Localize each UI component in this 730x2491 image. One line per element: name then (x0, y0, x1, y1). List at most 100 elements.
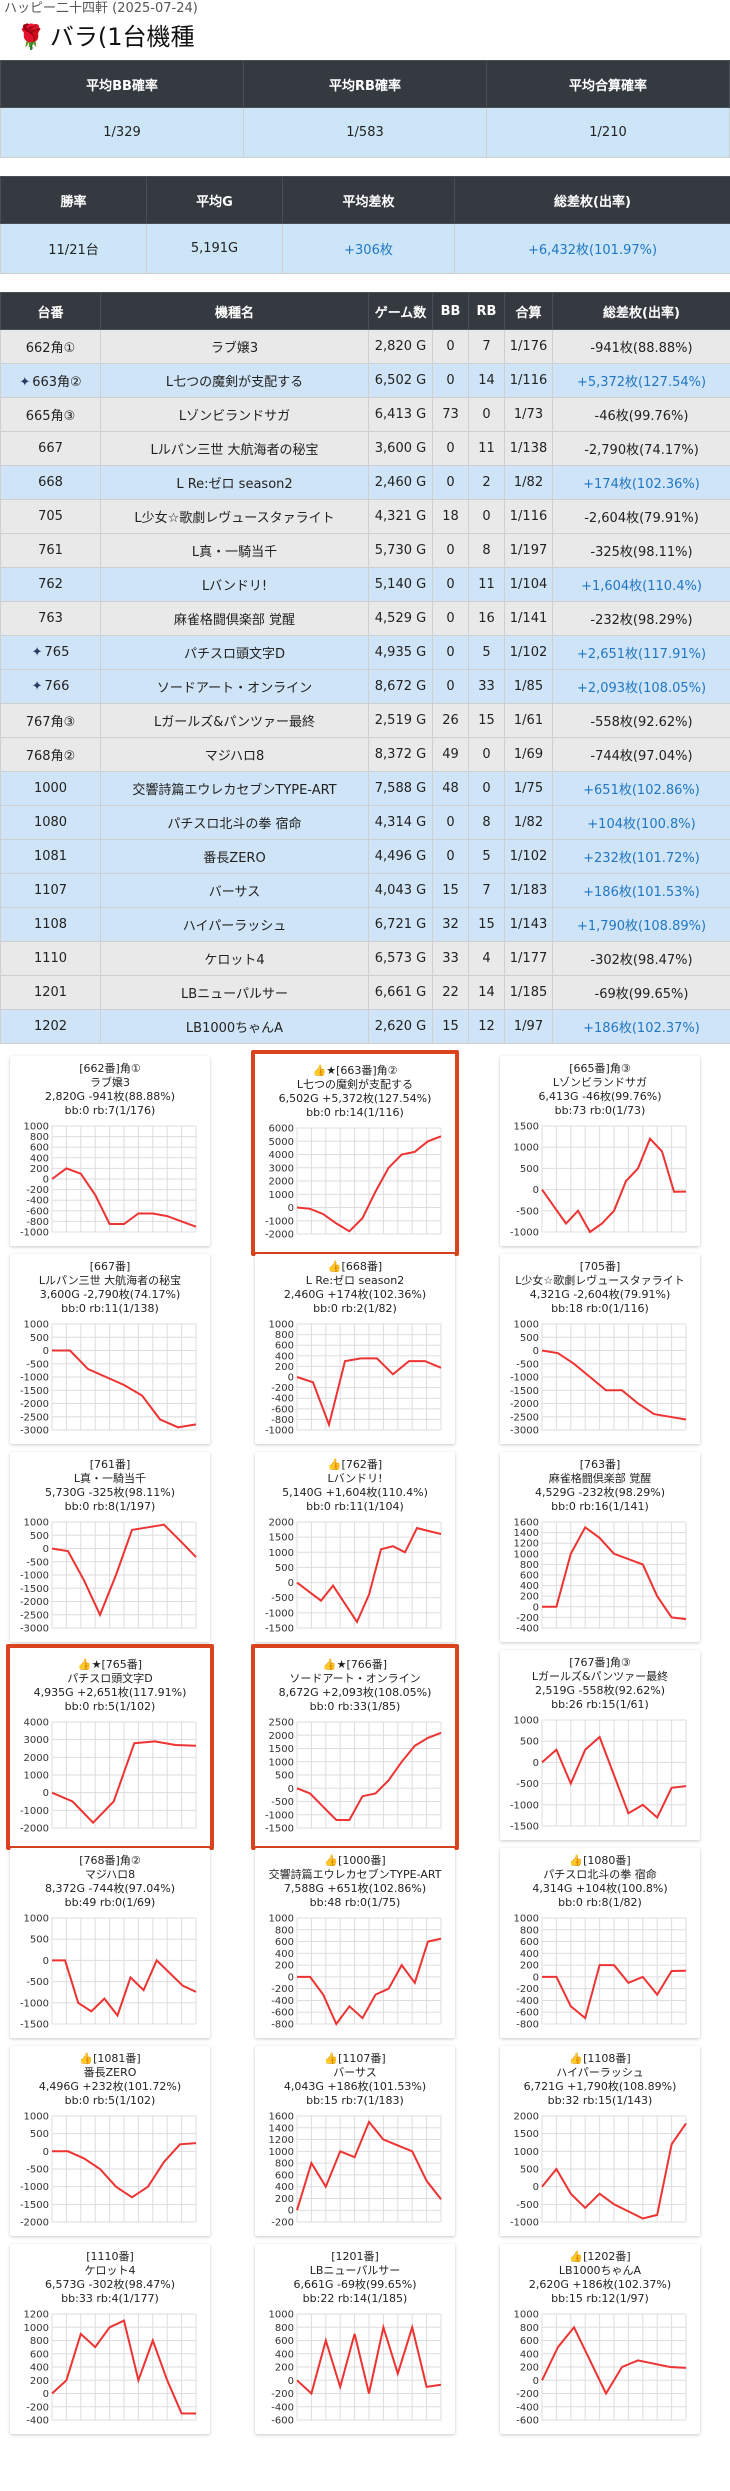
y-tick-label: 0 (533, 1346, 539, 1357)
chart-label-text: 4,529G -232枚(98.29%) (535, 1486, 665, 1499)
rb-cell: 4 (469, 942, 505, 976)
total-cell: 1/69 (505, 738, 553, 772)
games-cell-text: 6,413 G (375, 407, 426, 422)
y-tick-label: 1000 (269, 1548, 294, 1559)
machine-name-cell-text: ラブ嬢3 (211, 341, 258, 356)
y-tick-label: 0 (288, 1373, 294, 1384)
chart-label-text: 6,573G -302枚(98.47%) (45, 2278, 175, 2291)
chart-label-text: Lガールズ&パンツァー最終 (532, 1670, 668, 1683)
chart-label-text: 6,502G +5,372枚(127.54%) (279, 1092, 432, 1105)
machine-no-cell-text: 662角① (26, 341, 75, 356)
y-tick-label: 400 (275, 1949, 294, 1960)
y-tick-label: 1500 (269, 1744, 294, 1755)
bb-cell-text: 0 (446, 441, 454, 456)
thumbs-up-icon: 👍 (328, 1458, 342, 1471)
chart-label-text: 麻雀格闘倶楽部 覚醒 (549, 1472, 652, 1485)
diff-cell: +186枚(102.37%) (553, 1010, 730, 1044)
machine-no-cell-text: 1081 (34, 849, 67, 864)
rb-cell-text: 2 (482, 475, 490, 490)
chart-label-text: パチスロ頭文字D (67, 1672, 152, 1685)
thumbs-up-icon: 👍 (78, 1658, 92, 1671)
y-tick-label: 4000 (269, 1150, 294, 1161)
chart-label-text: [1201番] (331, 2250, 379, 2263)
rb-cell-text: 15 (478, 713, 495, 728)
rb-cell: 16 (469, 602, 505, 636)
store-date: ハッピー二十四軒 (2025-07-24) (4, 1, 198, 17)
y-tick-label: -200 (516, 1984, 539, 1995)
diff-cell-text: -941枚(88.88%) (590, 341, 692, 356)
machine-no-cell: 767角③ (1, 704, 101, 738)
chart-label-3: 3,600G -2,790枚(74.17%) (10, 1288, 210, 1302)
chart-label-1: [1201番] (255, 2250, 455, 2264)
chart-label-text: bb:18 rb:0(1/116) (551, 1302, 649, 1315)
y-tick-label: 800 (275, 2159, 294, 2170)
total-cell-text: 1/85 (514, 679, 543, 694)
total-cell: 1/116 (505, 500, 553, 534)
y-tick-label: 0 (288, 1578, 294, 1589)
chart-label-text: [1110番] (86, 2250, 134, 2263)
rb-cell: 0 (469, 772, 505, 806)
chart-label-1: 👍[762番] (255, 1458, 455, 1472)
y-tick-label: -1500 (510, 1822, 539, 1833)
diff-cell-text: -744枚(97.04%) (590, 749, 692, 764)
diff-cell: +186枚(101.53%) (553, 874, 730, 908)
y-tick-label: -1000 (510, 1373, 539, 1384)
machine-no-cell: 668 (1, 466, 101, 500)
y-tick-label: 1000 (24, 1518, 49, 1529)
chart-label-2: LBニューパルサー (255, 2264, 455, 2278)
chart-label-2: L七つの魔剣が支配する (255, 1078, 455, 1092)
machine-no-cell-text: 667 (38, 441, 63, 456)
rb-cell-text: 8 (482, 543, 490, 558)
win-rate-value: 11/21台 (1, 224, 147, 274)
y-tick-label: -1500 (510, 1386, 539, 1397)
machine-no-cell: 763 (1, 602, 101, 636)
machine-name-cell: Lガールズ&パンツァー最終 (101, 704, 369, 738)
bb-cell: 15 (433, 874, 469, 908)
y-tick-label: 1000 (269, 2147, 294, 2158)
games-cell-text: 6,573 G (375, 951, 426, 966)
y-tick-label: 600 (520, 1937, 539, 1948)
y-tick-label: 1000 (514, 1716, 539, 1727)
diff-cell-text: -558枚(92.62%) (590, 715, 692, 730)
total-cell-text: 1/82 (514, 475, 543, 490)
machine-name-cell-text: Lガールズ&パンツァー最終 (154, 715, 315, 730)
chart-label-text: Lバンドリ! (327, 1472, 382, 1485)
thumbs-up-icon: 👍 (569, 2250, 583, 2263)
y-tick-label: 0 (533, 2376, 539, 2387)
chart-label-text: 4,043G +186枚(101.53%) (284, 2080, 426, 2093)
machine-name-cell-text: パチスロ北斗の拳 宿命 (167, 817, 301, 832)
sparkle-icon: ✦ (32, 645, 43, 660)
rb-cell: 15 (469, 704, 505, 738)
chart-label-4: bb:0 rb:8(1/197) (10, 1500, 210, 1514)
total-cell: 1/116 (505, 364, 553, 398)
chart-label-text: [1000番] (338, 1854, 386, 1867)
page-title: 🌹バラ(1台機種 (16, 22, 195, 52)
chart-label-text: [765番] (101, 1658, 142, 1671)
y-tick-label: 2000 (24, 1753, 49, 1764)
chart-label-1: [768番]角② (10, 1854, 210, 1868)
diff-cell: -744枚(97.04%) (553, 738, 730, 772)
chart-label-2: LB1000ちゃんA (500, 2264, 700, 2278)
bb-cell: 0 (433, 330, 469, 364)
diff-cell-text: +651枚(102.86%) (583, 783, 700, 798)
machine-name-cell-text: LB1000ちゃんA (186, 1021, 283, 1036)
chart-label-3: 4,321G -2,604枚(79.91%) (500, 1288, 700, 1302)
chart-label-2: ラブ嬢3 (10, 1076, 210, 1090)
machine-name-cell-text: L七つの魔剣が支配する (166, 375, 303, 390)
y-tick-label: -200 (26, 1185, 49, 1196)
total-cell-text: 1/61 (514, 713, 543, 728)
diff-cell-text: -232枚(98.29%) (590, 613, 692, 628)
header-avg-total: 平均合算確率 (487, 61, 730, 108)
games-cell: 6,721 G (369, 908, 433, 942)
y-tick-label: 1500 (514, 2129, 539, 2140)
avg-total-value: 1/210 (487, 108, 730, 158)
y-tick-label: 500 (30, 1935, 49, 1946)
bb-cell: 0 (433, 840, 469, 874)
